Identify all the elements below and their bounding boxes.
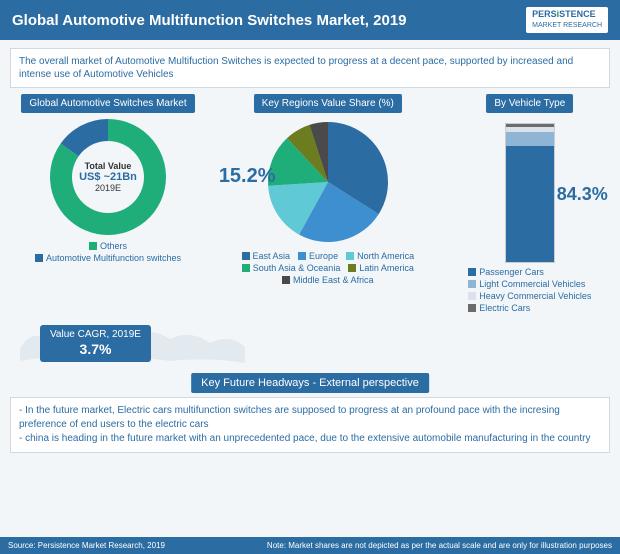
legend-item: North America <box>346 251 414 261</box>
donut-chart: Total Value US$ ~21Bn 2019E <box>48 117 168 237</box>
future-bullet: - china is heading in the future market … <box>19 432 601 446</box>
future-body: - In the future market, Electric cars mu… <box>10 397 610 453</box>
pie-title: Key Regions Value Share (%) <box>254 94 402 113</box>
donut-legend: Others Automotive Multifunction switches <box>18 241 198 263</box>
donut-panel: Global Automotive Switches Market Total … <box>10 94 206 313</box>
legend-item: Passenger Cars <box>468 267 544 277</box>
pie-chart: 15.2% <box>263 117 393 247</box>
logo-sub: MARKET RESEARCH <box>532 22 602 29</box>
legend-item: South Asia & Oceania <box>242 263 341 273</box>
cagr-value: 3.7% <box>50 341 141 358</box>
cagr-badge: Value CAGR, 2019E 3.7% <box>40 325 151 362</box>
footer-note: Note: Market shares are not depicted as … <box>267 541 612 550</box>
stack-chart: 84.3% <box>505 123 555 263</box>
header: Global Automotive Multifunction Switches… <box>0 0 620 40</box>
footer: Source: Persistence Market Research, 201… <box>0 537 620 554</box>
donut-center-year: 2019E <box>79 183 137 193</box>
stack-callout: 84.3% <box>557 184 608 205</box>
cagr-label: Value CAGR, 2019E <box>50 329 141 341</box>
future-title: Key Future Headways - External perspecti… <box>191 373 429 393</box>
legend-item: Latin America <box>348 263 414 273</box>
charts-row: Global Automotive Switches Market Total … <box>0 94 620 313</box>
logo-part: STENCE <box>559 9 596 19</box>
donut-center: Total Value US$ ~21Bn 2019E <box>79 161 137 193</box>
legend-item: Others <box>89 241 127 251</box>
future-bullet: - In the future market, Electric cars mu… <box>19 404 601 432</box>
intro-text: The overall market of Automotive Multifu… <box>10 48 610 88</box>
legend-item: Light Commercial Vehicles <box>468 279 585 289</box>
donut-title: Global Automotive Switches Market <box>21 94 194 113</box>
stack-panel: By Vehicle Type 84.3% Passenger Cars Ligh… <box>450 94 610 313</box>
legend-item: East Asia <box>242 251 291 261</box>
footer-source: Source: Persistence Market Research, 201… <box>8 541 165 550</box>
future-section: Key Future Headways - External perspecti… <box>10 373 610 453</box>
pie-svg <box>263 117 393 247</box>
pie-legend: East Asia Europe North America South Asia &… <box>238 251 418 285</box>
brand-logo: PERSiSTENCE MARKET RESEARCH <box>526 7 608 33</box>
pie-panel: Key Regions Value Share (%) 15.2% East A… <box>212 94 444 313</box>
legend-item: Heavy Commercial Vehicles <box>468 291 591 301</box>
legend-item: Electric Cars <box>468 303 530 313</box>
legend-item: Europe <box>298 251 338 261</box>
stack-title: By Vehicle Type <box>486 94 573 113</box>
legend-item: Middle East & Africa <box>282 275 374 285</box>
page-title: Global Automotive Multifunction Switches… <box>12 12 407 29</box>
logo-part: PERS <box>532 9 557 19</box>
stack-segment <box>506 146 554 262</box>
stack-segment <box>506 132 554 145</box>
stack-bar: 84.3% <box>505 123 555 263</box>
donut-center-label: Total Value <box>79 161 137 171</box>
stack-legend: Passenger Cars Light Commercial Vehicles H… <box>468 267 591 313</box>
pie-callout: 15.2% <box>219 165 276 188</box>
map-region: Value CAGR, 2019E 3.7% <box>10 319 610 367</box>
donut-center-value: US$ ~21Bn <box>79 171 137 183</box>
legend-item: Automotive Multifunction switches <box>35 253 181 263</box>
